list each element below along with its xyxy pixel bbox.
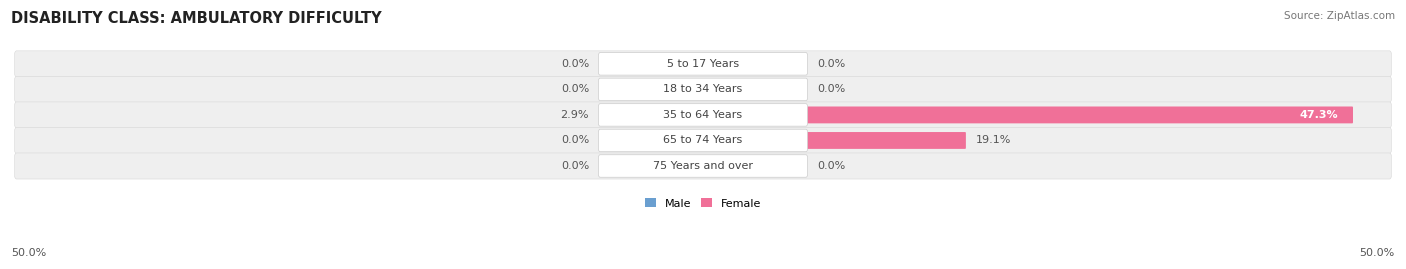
Text: 18 to 34 Years: 18 to 34 Years [664,84,742,94]
FancyBboxPatch shape [14,76,1392,102]
Text: 19.1%: 19.1% [976,136,1011,146]
FancyBboxPatch shape [634,55,703,72]
FancyBboxPatch shape [703,81,772,98]
FancyBboxPatch shape [599,53,807,75]
FancyBboxPatch shape [599,104,807,126]
Text: 65 to 74 Years: 65 to 74 Years [664,136,742,146]
FancyBboxPatch shape [14,51,1392,77]
Text: 0.0%: 0.0% [817,84,845,94]
FancyBboxPatch shape [703,107,1353,123]
FancyBboxPatch shape [599,78,807,101]
Text: Source: ZipAtlas.com: Source: ZipAtlas.com [1284,11,1395,21]
Text: 50.0%: 50.0% [11,248,46,258]
Text: 50.0%: 50.0% [1360,248,1395,258]
FancyBboxPatch shape [599,129,807,152]
FancyBboxPatch shape [703,158,772,174]
Text: 75 Years and over: 75 Years and over [652,161,754,171]
FancyBboxPatch shape [634,132,703,149]
FancyBboxPatch shape [599,155,807,177]
Text: 5 to 17 Years: 5 to 17 Years [666,59,740,69]
Text: 0.0%: 0.0% [561,136,589,146]
Text: DISABILITY CLASS: AMBULATORY DIFFICULTY: DISABILITY CLASS: AMBULATORY DIFFICULTY [11,11,382,26]
Text: 0.0%: 0.0% [817,161,845,171]
FancyBboxPatch shape [634,158,703,174]
Legend: Male, Female: Male, Female [641,194,765,213]
Text: 0.0%: 0.0% [561,161,589,171]
FancyBboxPatch shape [14,128,1392,154]
Text: 0.0%: 0.0% [561,84,589,94]
Text: 0.0%: 0.0% [561,59,589,69]
FancyBboxPatch shape [703,132,966,149]
FancyBboxPatch shape [14,102,1392,128]
FancyBboxPatch shape [634,107,703,123]
FancyBboxPatch shape [634,81,703,98]
FancyBboxPatch shape [14,153,1392,179]
FancyBboxPatch shape [703,55,772,72]
Text: 47.3%: 47.3% [1301,110,1339,120]
Text: 0.0%: 0.0% [817,59,845,69]
Text: 35 to 64 Years: 35 to 64 Years [664,110,742,120]
Text: 2.9%: 2.9% [561,110,589,120]
